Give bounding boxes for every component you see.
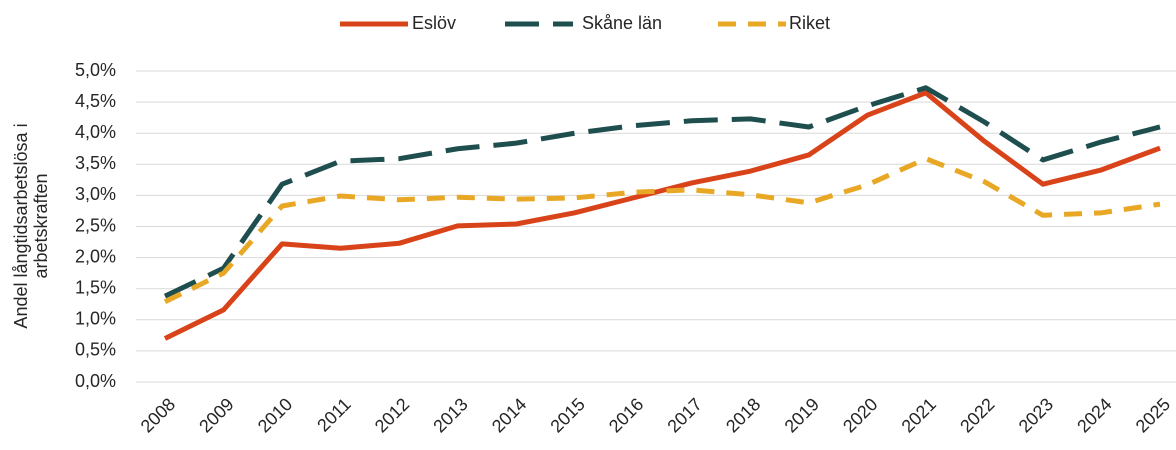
- y-axis-title: Andel långtidsarbetslösa i arbetskraften: [11, 123, 51, 328]
- y-tick-label: 0,0%: [75, 371, 116, 391]
- y-tick-label: 1,0%: [75, 309, 116, 329]
- data-line: [163, 156, 1161, 305]
- y-tick-label: 3,5%: [75, 153, 116, 173]
- x-tick-label: 2016: [605, 394, 647, 436]
- x-tick-label: 2024: [1073, 394, 1115, 436]
- y-tick-label: 4,0%: [75, 122, 116, 142]
- legend-label: Eslöv: [412, 13, 456, 33]
- y-axis-title-line: arbetskraften: [31, 173, 51, 278]
- x-tick-label: 2011: [313, 394, 355, 436]
- y-tick-label: 3,0%: [75, 184, 116, 204]
- y-tick-label: 4,5%: [75, 91, 116, 111]
- legend-item: Riket: [718, 13, 830, 33]
- x-tick-label: 2010: [254, 394, 296, 436]
- legend-label: Skåne län: [582, 13, 662, 33]
- y-tick-label: 0,5%: [75, 340, 116, 360]
- x-tick-label: 2019: [781, 394, 823, 436]
- x-tick-label: 2020: [839, 394, 881, 436]
- x-tick-label: 2009: [195, 394, 237, 436]
- y-axis-title-line: Andel långtidsarbetslösa i: [11, 123, 31, 328]
- x-tick-label: 2025: [1132, 394, 1174, 436]
- legend-label: Riket: [789, 13, 830, 33]
- data-line: [163, 85, 1161, 299]
- x-tick-label: 2018: [722, 394, 764, 436]
- data-line: [163, 90, 1161, 341]
- y-tick-label: 5,0%: [75, 60, 116, 80]
- x-tick-label: 2021: [898, 394, 940, 436]
- x-tick-label: 2022: [956, 394, 998, 436]
- y-tick-label: 2,5%: [75, 215, 116, 235]
- x-tick-label: 2008: [137, 394, 179, 436]
- y-tick-label: 1,5%: [75, 277, 116, 297]
- legend-item: Skåne län: [505, 13, 662, 33]
- x-tick-label: 2012: [371, 394, 413, 436]
- x-tick-label: 2013: [429, 394, 471, 436]
- x-tick-label: 2017: [663, 394, 705, 436]
- x-tick-label: 2014: [488, 394, 530, 436]
- x-tick-label: 2023: [1015, 394, 1057, 436]
- y-tick-label: 2,0%: [75, 246, 116, 266]
- legend-item: Eslöv: [340, 13, 456, 33]
- x-tick-label: 2015: [546, 394, 588, 436]
